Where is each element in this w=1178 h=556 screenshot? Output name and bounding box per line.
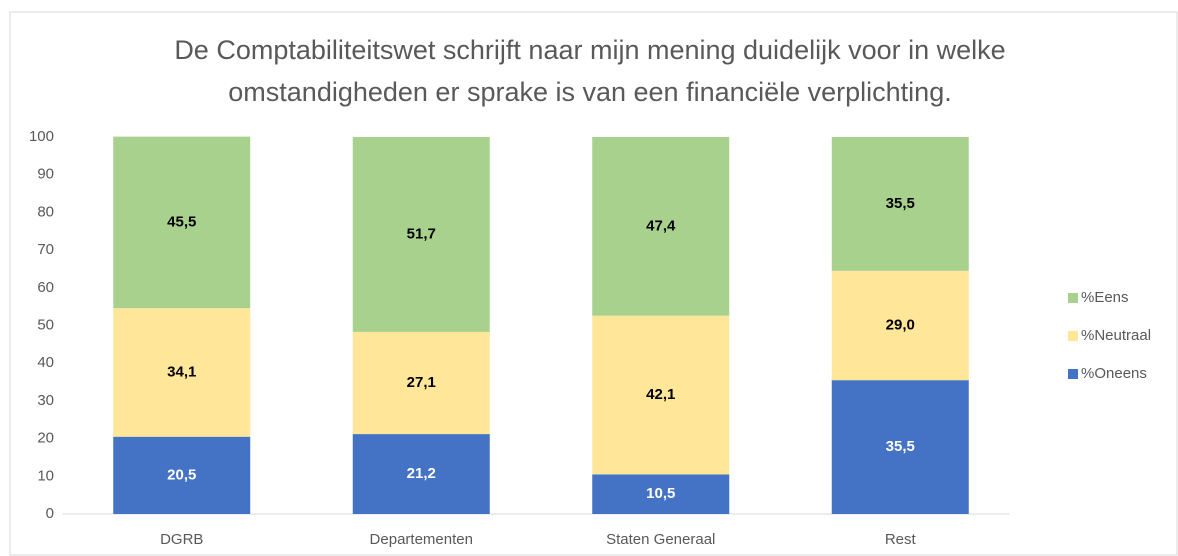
y-tick-label: 60 <box>37 279 54 296</box>
data-label: 10,5 <box>646 485 675 502</box>
data-label: 34,1 <box>167 363 196 380</box>
data-label: 42,1 <box>646 386 675 403</box>
data-label: 29,0 <box>886 316 915 333</box>
data-label: 27,1 <box>407 374 436 391</box>
x-tick-label: Staten Generaal <box>606 531 715 548</box>
bar-segment <box>831 270 969 381</box>
bar-segment <box>831 380 969 514</box>
legend-swatch <box>1068 369 1078 379</box>
y-tick-label: 50 <box>37 316 54 333</box>
y-tick-label: 30 <box>37 392 54 409</box>
data-label: 35,5 <box>886 438 915 455</box>
y-tick-label: 0 <box>46 505 54 522</box>
x-tick-label: Departementen <box>370 531 473 548</box>
data-label: 35,5 <box>886 195 915 212</box>
data-label: 47,4 <box>646 217 676 234</box>
data-label: 45,5 <box>167 213 196 230</box>
y-tick-label: 20 <box>37 430 54 447</box>
y-tick-label: 40 <box>37 354 54 371</box>
legend-label: %Eens <box>1081 289 1129 306</box>
data-label: 51,7 <box>407 225 436 242</box>
legend-swatch <box>1068 293 1078 303</box>
x-tick-label: Rest <box>885 531 917 548</box>
data-label: 21,2 <box>407 465 436 482</box>
y-tick-label: 10 <box>37 467 54 484</box>
bar-segment <box>592 474 730 514</box>
x-tick-label: DGRB <box>160 531 203 548</box>
data-label: 20,5 <box>167 466 196 483</box>
chart-title: De Comptabiliteitswet schrijft naar mijn… <box>174 35 1005 65</box>
chart-title: omstandigheden er sprake is van een fina… <box>228 77 951 107</box>
y-tick-label: 80 <box>37 203 54 220</box>
bar-segment <box>352 137 490 332</box>
bar-segment <box>831 137 969 271</box>
y-tick-label: 70 <box>37 241 54 258</box>
legend-swatch <box>1068 331 1078 341</box>
legend-label: %Oneens <box>1081 365 1147 382</box>
bar-segment <box>352 434 490 514</box>
legend-label: %Neutraal <box>1081 327 1151 344</box>
y-tick-label: 100 <box>29 128 54 145</box>
bar-segment <box>113 136 251 309</box>
bar-segment <box>352 331 490 435</box>
bar-segment <box>113 308 251 437</box>
bar-segment <box>113 436 251 514</box>
bar-segment <box>592 137 730 316</box>
bar-segment <box>592 315 730 475</box>
y-tick-label: 90 <box>37 166 54 183</box>
